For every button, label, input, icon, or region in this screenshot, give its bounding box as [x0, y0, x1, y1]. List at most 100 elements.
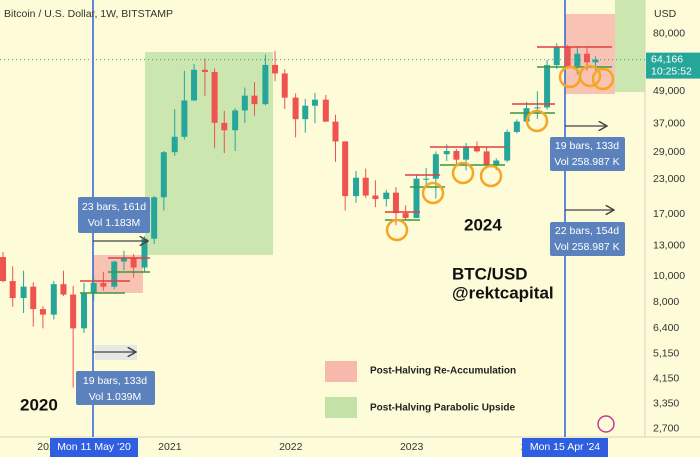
- candle-body: [544, 65, 551, 108]
- candle-body: [211, 71, 218, 123]
- candle-body: [513, 121, 520, 132]
- candle-body: [463, 146, 470, 160]
- y-tick-label: 13,000: [653, 240, 685, 252]
- candle-body: [332, 121, 339, 142]
- halving-date-box: [50, 438, 138, 457]
- y-tick-label: 4,150: [653, 373, 679, 385]
- candle-body: [564, 47, 571, 67]
- y-tick-label: 29,000: [653, 146, 685, 158]
- candle-body: [171, 136, 178, 153]
- chart-title: Bitcoin / U.S. Dollar, 1W, BITSTAMP: [4, 8, 173, 20]
- candle-body: [553, 47, 560, 66]
- parabolic-zone: [615, 0, 645, 92]
- year-label: 2020: [20, 395, 58, 414]
- candle-body: [402, 213, 409, 218]
- halving-date: Mon 11 May '20: [57, 441, 131, 453]
- last-price-box: [646, 52, 700, 79]
- candle-body: [311, 99, 318, 106]
- y-tick-label: 17,000: [653, 208, 685, 220]
- candle-body: [191, 69, 198, 101]
- candle-body: [232, 110, 239, 131]
- candle-body: [592, 59, 599, 63]
- candle-body: [251, 95, 258, 105]
- candle-body: [60, 284, 67, 295]
- measure-volume: Vol 258.987 K: [554, 241, 619, 253]
- candle-body: [453, 150, 460, 160]
- candle-body: [372, 195, 379, 200]
- y-tick-label: 37,000: [653, 118, 685, 130]
- measure-volume: Vol 258.987 K: [554, 156, 619, 168]
- candle-body: [9, 281, 16, 299]
- candle-body: [281, 73, 288, 98]
- candle-body: [392, 192, 399, 214]
- candle-body: [413, 178, 420, 218]
- measure-box: [550, 137, 625, 171]
- last-price: 64,166: [651, 53, 683, 65]
- reaccumulation-zone: [565, 14, 615, 94]
- measure-box: [550, 222, 625, 256]
- measure-volume: Vol 1.183M: [88, 217, 141, 229]
- legend-swatch: [325, 397, 357, 418]
- candle-body: [523, 108, 530, 122]
- candle-body: [141, 238, 148, 268]
- candle-body: [272, 64, 279, 74]
- candle-body: [221, 122, 228, 131]
- candle-body: [262, 64, 269, 105]
- currency: USD: [654, 8, 677, 20]
- measure-bars: 22 bars, 154d: [555, 225, 619, 237]
- y-tick-label: 80,000: [653, 28, 685, 40]
- legend-label: Post-Halving Re-Accumulation: [370, 366, 516, 377]
- candle-body: [151, 197, 158, 239]
- candle-body: [100, 282, 107, 287]
- candle-body: [473, 146, 480, 152]
- candle-body: [81, 293, 88, 329]
- candle-body: [241, 95, 248, 111]
- candle-body: [20, 286, 27, 299]
- logo: [597, 415, 615, 433]
- candle-body: [50, 284, 57, 315]
- candle-body: [302, 105, 309, 120]
- halving-date: Mon 15 Apr '24: [530, 441, 600, 453]
- candle-body: [111, 261, 118, 287]
- candle-body: [292, 97, 299, 120]
- candle-body: [30, 286, 37, 310]
- candles: [0, 43, 599, 388]
- x-tick-label: 2023: [400, 441, 424, 453]
- author-label: @rektcapital: [452, 283, 554, 302]
- candle-body: [493, 160, 500, 166]
- legend-swatch: [325, 361, 357, 382]
- measure-box: [78, 197, 150, 233]
- candle-body: [181, 100, 188, 137]
- y-tick-label: 2,700: [653, 423, 679, 435]
- candle-body: [342, 141, 349, 197]
- candle-body: [504, 131, 511, 161]
- measure-box: [76, 371, 155, 405]
- y-tick-label: 5,150: [653, 347, 679, 359]
- candle-body: [120, 258, 127, 262]
- x-tick-label: 2022: [279, 441, 303, 453]
- halving-date-box: [522, 438, 608, 457]
- countdown: 10:25:52: [651, 65, 692, 77]
- candle-body: [383, 192, 390, 200]
- measure-bars: 23 bars, 161d: [82, 201, 146, 213]
- candle-body: [432, 154, 439, 179]
- candle-body: [423, 178, 430, 180]
- candle-body: [483, 151, 490, 166]
- candle-body: [160, 152, 167, 198]
- arrows: [93, 126, 614, 352]
- candle-body: [70, 294, 77, 329]
- highlight-circles: [385, 64, 615, 242]
- measure-volume: Vol 1.039M: [89, 391, 142, 403]
- candle-body: [534, 107, 541, 109]
- candle-body: [583, 53, 590, 63]
- y-tick-label: 8,000: [653, 296, 679, 308]
- candle-body: [353, 177, 360, 197]
- candle-body: [574, 53, 581, 67]
- measure-bars: 19 bars, 133d: [555, 140, 619, 152]
- y-tick-label: 3,350: [653, 398, 679, 410]
- candle-body: [39, 309, 46, 315]
- candle-body: [322, 99, 329, 122]
- candle-body: [362, 177, 369, 196]
- y-tick-label: 10,000: [653, 270, 685, 282]
- y-tick-label: 49,000: [653, 85, 685, 97]
